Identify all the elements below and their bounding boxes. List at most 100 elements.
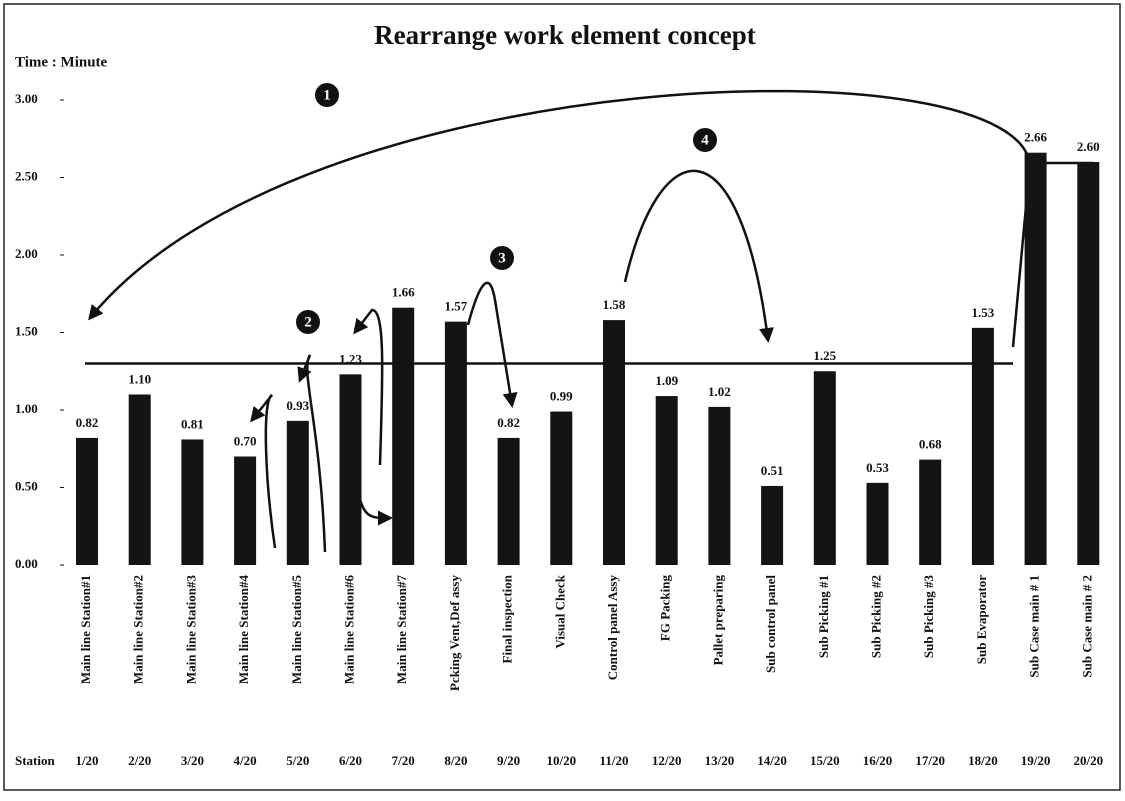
x-tick-label: Sub Picking #3 [921, 575, 936, 659]
bar [286, 420, 309, 565]
y-tick-label: 3.00 [15, 91, 38, 106]
station-tick-label: 17/20 [915, 753, 945, 768]
station-tick-label: 18/20 [968, 753, 998, 768]
bar [655, 396, 678, 565]
x-tick-label: Sub control panel [763, 575, 778, 673]
bar [234, 456, 257, 565]
data-label: 0.70 [234, 433, 257, 448]
station-tick-label: 11/20 [600, 753, 629, 768]
annotation: 3 [498, 250, 506, 266]
station-tick-label: 20/20 [1073, 753, 1103, 768]
x-tick-label: Sub Evaporator [974, 575, 989, 664]
arrow [297, 354, 327, 553]
bar [76, 437, 98, 565]
station-tick-label: 14/20 [757, 753, 787, 768]
y-tick-label: 1.00 [15, 401, 38, 416]
x-tick-label: Sub Picking #1 [816, 575, 831, 658]
x-tick-label: Sub Picking #2 [868, 575, 883, 658]
chart-title: Rearrange work element concept [374, 20, 756, 50]
bar [866, 482, 889, 565]
station-tick-label: 2/20 [128, 753, 151, 768]
annotation-badge [693, 128, 717, 152]
x-tick-label: Sub Case main # 1 [1027, 575, 1042, 678]
bar [444, 321, 467, 565]
bar [1024, 152, 1047, 565]
x-tick-label: Final inspection [500, 574, 515, 663]
bar [181, 439, 204, 565]
station-tick-label: 15/20 [810, 753, 840, 768]
station-label: Station [15, 753, 56, 768]
data-label: 2.60 [1077, 139, 1100, 154]
bar [603, 320, 625, 565]
x-tick-label: Pcking Vent,Def assy [447, 575, 462, 691]
data-label: 1.53 [972, 305, 995, 320]
data-label: 1.10 [128, 371, 151, 386]
data-label: 1.57 [445, 299, 468, 314]
x-tick-label: Main line Station#7 [394, 575, 409, 685]
data-label: 0.82 [76, 415, 99, 430]
station-tick-label: 16/20 [863, 753, 893, 768]
station-tick-label: 4/20 [234, 753, 257, 768]
data-label: 0.51 [761, 463, 784, 478]
bar [708, 406, 731, 565]
y-tick-label: 0.50 [15, 478, 38, 493]
y-tick-label: 2.50 [15, 168, 38, 183]
data-label: 0.82 [497, 415, 520, 430]
station-tick-label: 7/20 [392, 753, 415, 768]
annotation: 2 [304, 314, 312, 330]
data-label: 1.25 [813, 348, 836, 363]
bar [919, 459, 942, 565]
bar [813, 371, 836, 565]
arrow [353, 308, 384, 466]
data-label: 0.68 [919, 437, 942, 452]
y-axis-label: Time : Minute [15, 54, 108, 70]
x-tick-label: Main line Station#5 [289, 575, 304, 685]
y-tick-label: 0.00 [15, 556, 38, 571]
station-tick-label: 12/20 [652, 753, 682, 768]
frame [3, 3, 1121, 791]
x-tick-label: Main line Station#1 [78, 575, 93, 684]
station-tick-label: 6/20 [339, 753, 362, 768]
bar [971, 327, 994, 565]
annotation-badge [296, 310, 320, 334]
annotation-badge [315, 83, 339, 107]
arrow [623, 169, 774, 343]
bar [339, 374, 362, 565]
data-label: 0.53 [866, 460, 889, 475]
station-tick-label: 19/20 [1021, 753, 1051, 768]
station-tick-label: 5/20 [286, 753, 309, 768]
x-tick-label: FG Packing [658, 575, 673, 642]
x-tick-label: Sub Case main # 2 [1079, 575, 1094, 678]
station-tick-label: 1/20 [75, 753, 98, 768]
x-tick-label: Main line Station#4 [236, 575, 251, 685]
data-label: 0.99 [550, 389, 573, 404]
station-tick-label: 9/20 [497, 753, 520, 768]
bar [550, 411, 573, 565]
data-label: 0.93 [286, 398, 309, 413]
annotation: 1 [323, 87, 331, 103]
x-tick-label: Main line Station#2 [131, 575, 146, 684]
x-tick-label: Control panel Assy [605, 575, 620, 681]
x-tick-label: Visual Check [552, 574, 567, 648]
station-tick-label: 13/20 [705, 753, 735, 768]
data-label: 1.09 [655, 373, 678, 388]
data-label: 2.66 [1024, 130, 1047, 145]
x-tick-label: Main line Station#6 [341, 575, 356, 685]
bar [497, 437, 520, 565]
bar [1077, 162, 1100, 565]
data-label: 1.66 [392, 285, 415, 300]
data-label: 0.81 [181, 416, 204, 431]
station-tick-label: 8/20 [444, 753, 467, 768]
annotation-badge [490, 246, 514, 270]
y-tick-label: 2.00 [15, 246, 38, 261]
station-tick-label: 10/20 [546, 753, 576, 768]
data-label: 1.58 [603, 297, 626, 312]
annotation: 4 [701, 132, 709, 148]
x-tick-label: Main line Station#3 [183, 575, 198, 685]
bar [761, 485, 784, 565]
x-tick-label: Pallet preparing [710, 575, 725, 666]
arrow [466, 281, 518, 408]
station-tick-label: 3/20 [181, 753, 204, 768]
bar [128, 394, 151, 565]
